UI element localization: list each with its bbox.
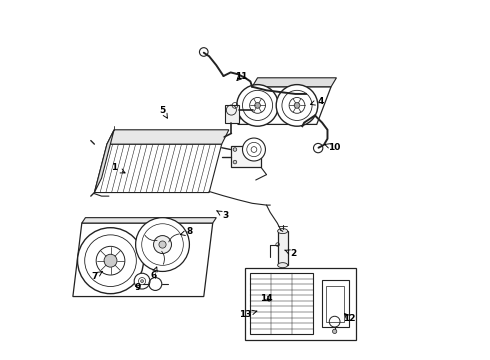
Polygon shape <box>82 218 216 223</box>
Bar <box>245 268 356 339</box>
Polygon shape <box>73 223 213 297</box>
Text: 5: 5 <box>159 105 168 118</box>
Text: 3: 3 <box>217 211 228 220</box>
Circle shape <box>237 85 278 126</box>
Text: 2: 2 <box>285 249 296 258</box>
Bar <box>326 286 344 321</box>
Circle shape <box>159 241 166 248</box>
Circle shape <box>153 235 172 253</box>
Circle shape <box>333 329 337 333</box>
Circle shape <box>294 103 300 108</box>
Bar <box>278 231 288 265</box>
Polygon shape <box>95 144 221 193</box>
Polygon shape <box>238 87 331 125</box>
Text: 7: 7 <box>91 271 103 281</box>
Polygon shape <box>252 78 337 87</box>
Bar <box>231 146 261 167</box>
Bar <box>225 105 239 123</box>
Text: 1: 1 <box>111 163 125 173</box>
Text: 11: 11 <box>235 72 247 81</box>
Text: 13: 13 <box>239 310 257 319</box>
Circle shape <box>104 254 117 267</box>
Text: 10: 10 <box>325 143 341 152</box>
Circle shape <box>77 228 144 294</box>
Circle shape <box>255 103 260 108</box>
Text: 4: 4 <box>311 96 323 105</box>
Text: 6: 6 <box>150 267 157 279</box>
Circle shape <box>134 273 150 289</box>
Circle shape <box>136 218 190 271</box>
Ellipse shape <box>278 229 288 234</box>
Text: 14: 14 <box>260 294 273 303</box>
Circle shape <box>243 138 266 161</box>
Ellipse shape <box>278 263 288 268</box>
Text: 9: 9 <box>134 283 141 292</box>
Circle shape <box>276 85 318 126</box>
Circle shape <box>141 280 144 283</box>
Bar <box>322 280 349 327</box>
Polygon shape <box>95 130 114 193</box>
Circle shape <box>233 160 237 164</box>
Circle shape <box>233 148 237 151</box>
Polygon shape <box>107 130 229 144</box>
Bar <box>250 273 313 334</box>
Text: 8: 8 <box>180 228 193 237</box>
Text: 12: 12 <box>343 314 355 323</box>
